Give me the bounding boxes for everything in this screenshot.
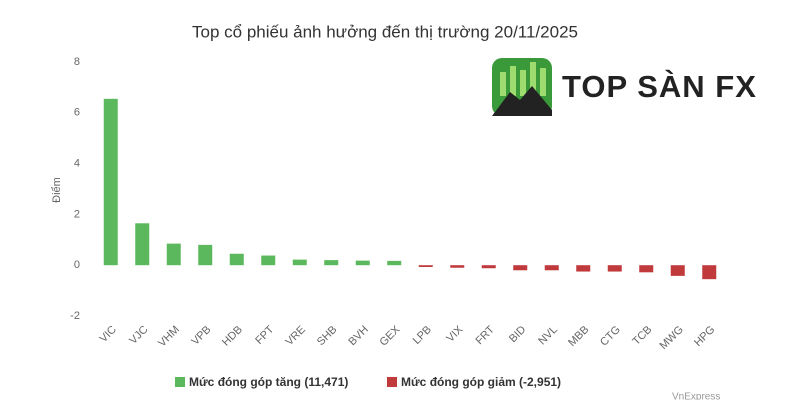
legend-swatch — [175, 377, 185, 387]
x-tick-label: SHB — [315, 324, 339, 348]
x-tick-label: LPB — [411, 324, 434, 347]
x-tick-label: VIX — [444, 323, 465, 344]
bar — [513, 265, 528, 271]
y-tick-label: 0 — [74, 259, 80, 271]
x-tick-label: VJC — [127, 324, 150, 347]
watermark-icon — [492, 58, 552, 116]
legend-label: Mức đóng góp tăng (11,471) — [189, 375, 348, 389]
bar — [355, 260, 370, 266]
bar — [481, 265, 496, 269]
y-axis-label: Điểm — [51, 177, 63, 203]
x-tick-label: NVL — [536, 324, 560, 348]
bar — [292, 259, 307, 266]
y-tick-label: 2 — [74, 208, 80, 220]
bar — [607, 265, 622, 272]
bar — [324, 260, 339, 266]
y-tick-label: 8 — [74, 56, 80, 68]
bar — [639, 265, 654, 273]
x-tick-label: HDB — [220, 324, 245, 349]
legend-swatch — [387, 377, 397, 387]
x-tick-label: BVH — [346, 324, 371, 349]
x-tick-label: FRT — [473, 323, 497, 347]
x-tick-label: CTG — [598, 324, 623, 349]
bar — [450, 265, 465, 268]
bar — [576, 265, 591, 272]
y-tick-label: 6 — [74, 107, 80, 119]
x-tick-label: MWG — [658, 324, 686, 352]
bar — [387, 260, 402, 266]
x-tick-label: BID — [507, 324, 528, 345]
credit: VnExpress — [672, 392, 720, 400]
chart-title: Top cổ phiếu ảnh hưởng đến thị trường 20… — [192, 22, 578, 41]
legend-label: Mức đóng góp giảm (-2,951) — [401, 375, 561, 389]
x-tick-label: FPT — [253, 323, 276, 346]
watermark: TOP SÀN FX — [562, 69, 757, 104]
x-tick-label: VIC — [97, 324, 118, 345]
bar — [229, 253, 244, 266]
x-tick-label: TCB — [630, 324, 654, 348]
y-tick-label: -2 — [70, 310, 80, 322]
x-tick-label: VRE — [283, 324, 307, 348]
x-tick-label: GEX — [378, 323, 403, 348]
bar — [418, 265, 433, 267]
bar — [261, 255, 276, 266]
bar — [198, 244, 213, 266]
bar — [544, 265, 559, 271]
y-tick-label: 4 — [74, 158, 80, 170]
bar — [135, 223, 150, 266]
x-tick-label: VHM — [156, 324, 182, 350]
bar — [702, 265, 717, 280]
bar — [103, 98, 118, 266]
x-tick-label: HPG — [692, 324, 717, 349]
x-tick-label: VPB — [189, 324, 213, 348]
bar — [670, 265, 685, 276]
x-tick-label: MBB — [566, 324, 591, 349]
bar — [166, 243, 181, 266]
